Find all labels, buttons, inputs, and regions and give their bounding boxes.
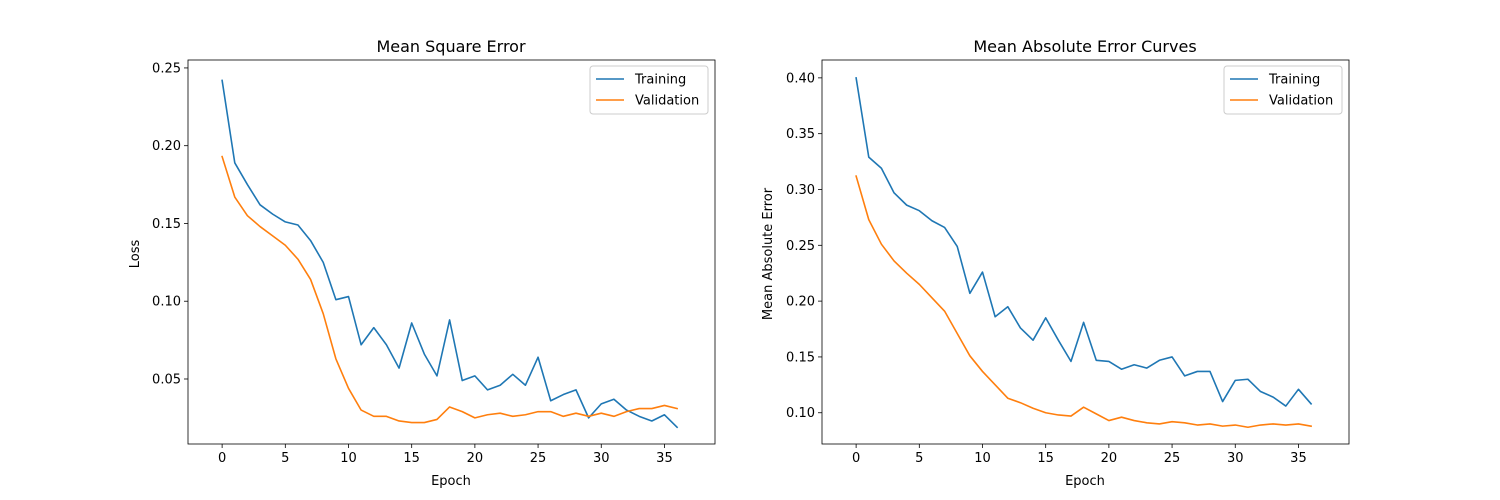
- y-tick-label: 0.20: [152, 139, 181, 154]
- legend: Training Validation: [1223, 65, 1343, 115]
- x-axis-label: Epoch: [431, 474, 471, 489]
- x-tick-label: 35: [656, 451, 673, 466]
- legend-box: [1223, 65, 1343, 115]
- y-tick-label: 0.25: [786, 239, 815, 254]
- x-tick-label: 5: [915, 451, 923, 466]
- plot-frame: [187, 59, 716, 445]
- series-line-validation: [221, 155, 679, 424]
- series-line-training: [221, 79, 679, 429]
- legend: Training Validation: [589, 65, 709, 115]
- y-tick-label: 0.10: [786, 406, 815, 421]
- legend-label: Training: [1268, 73, 1320, 88]
- legend-label: Validation: [635, 94, 699, 109]
- x-tick-label: 35: [1290, 451, 1307, 466]
- y-tick-label: 0.15: [786, 350, 815, 365]
- chart-title: Mean Square Error: [376, 37, 526, 56]
- x-tick-label: 15: [403, 451, 420, 466]
- series-line-validation: [855, 175, 1313, 429]
- y-tick-label: 0.10: [152, 295, 181, 310]
- x-tick-label: 25: [1164, 451, 1181, 466]
- y-tick-label: 0.40: [786, 71, 815, 86]
- y-axis-label: Loss: [128, 240, 143, 269]
- mae-chart-panel: Mean Absolute Error Curves Epoch Mean Ab…: [761, 37, 1350, 489]
- x-tick-label: 5: [281, 451, 289, 466]
- y-tick-label: 0.20: [786, 295, 815, 310]
- series-line-training: [855, 76, 1313, 407]
- legend-label: Training: [634, 73, 686, 88]
- x-tick-label: 30: [593, 451, 610, 466]
- y-tick-label: 0.30: [786, 183, 815, 198]
- x-tick-label: 20: [1101, 451, 1118, 466]
- x-tick-label: 0: [852, 451, 860, 466]
- legend-label: Validation: [1269, 94, 1333, 109]
- x-tick-label: 15: [1037, 451, 1054, 466]
- x-tick-label: 0: [218, 451, 226, 466]
- x-axis-label: Epoch: [1065, 474, 1105, 489]
- y-tick-label: 0.15: [152, 217, 181, 232]
- y-tick-label: 0.25: [152, 61, 181, 76]
- x-tick-label: 30: [1227, 451, 1244, 466]
- y-axis-label: Mean Absolute Error: [761, 187, 776, 320]
- y-tick-label: 0.05: [152, 372, 181, 387]
- mse-chart-panel: Mean Square Error Epoch Loss 0 5 10 15 20 25 3…: [128, 37, 716, 489]
- y-tick-label: 0.35: [786, 127, 815, 142]
- x-tick-label: 25: [530, 451, 547, 466]
- chart-title: Mean Absolute Error Curves: [973, 37, 1196, 56]
- legend-box: [589, 65, 709, 115]
- x-tick-label: 10: [340, 451, 357, 466]
- x-tick-label: 20: [467, 451, 484, 466]
- x-tick-label: 10: [974, 451, 991, 466]
- plot-frame: [821, 59, 1350, 445]
